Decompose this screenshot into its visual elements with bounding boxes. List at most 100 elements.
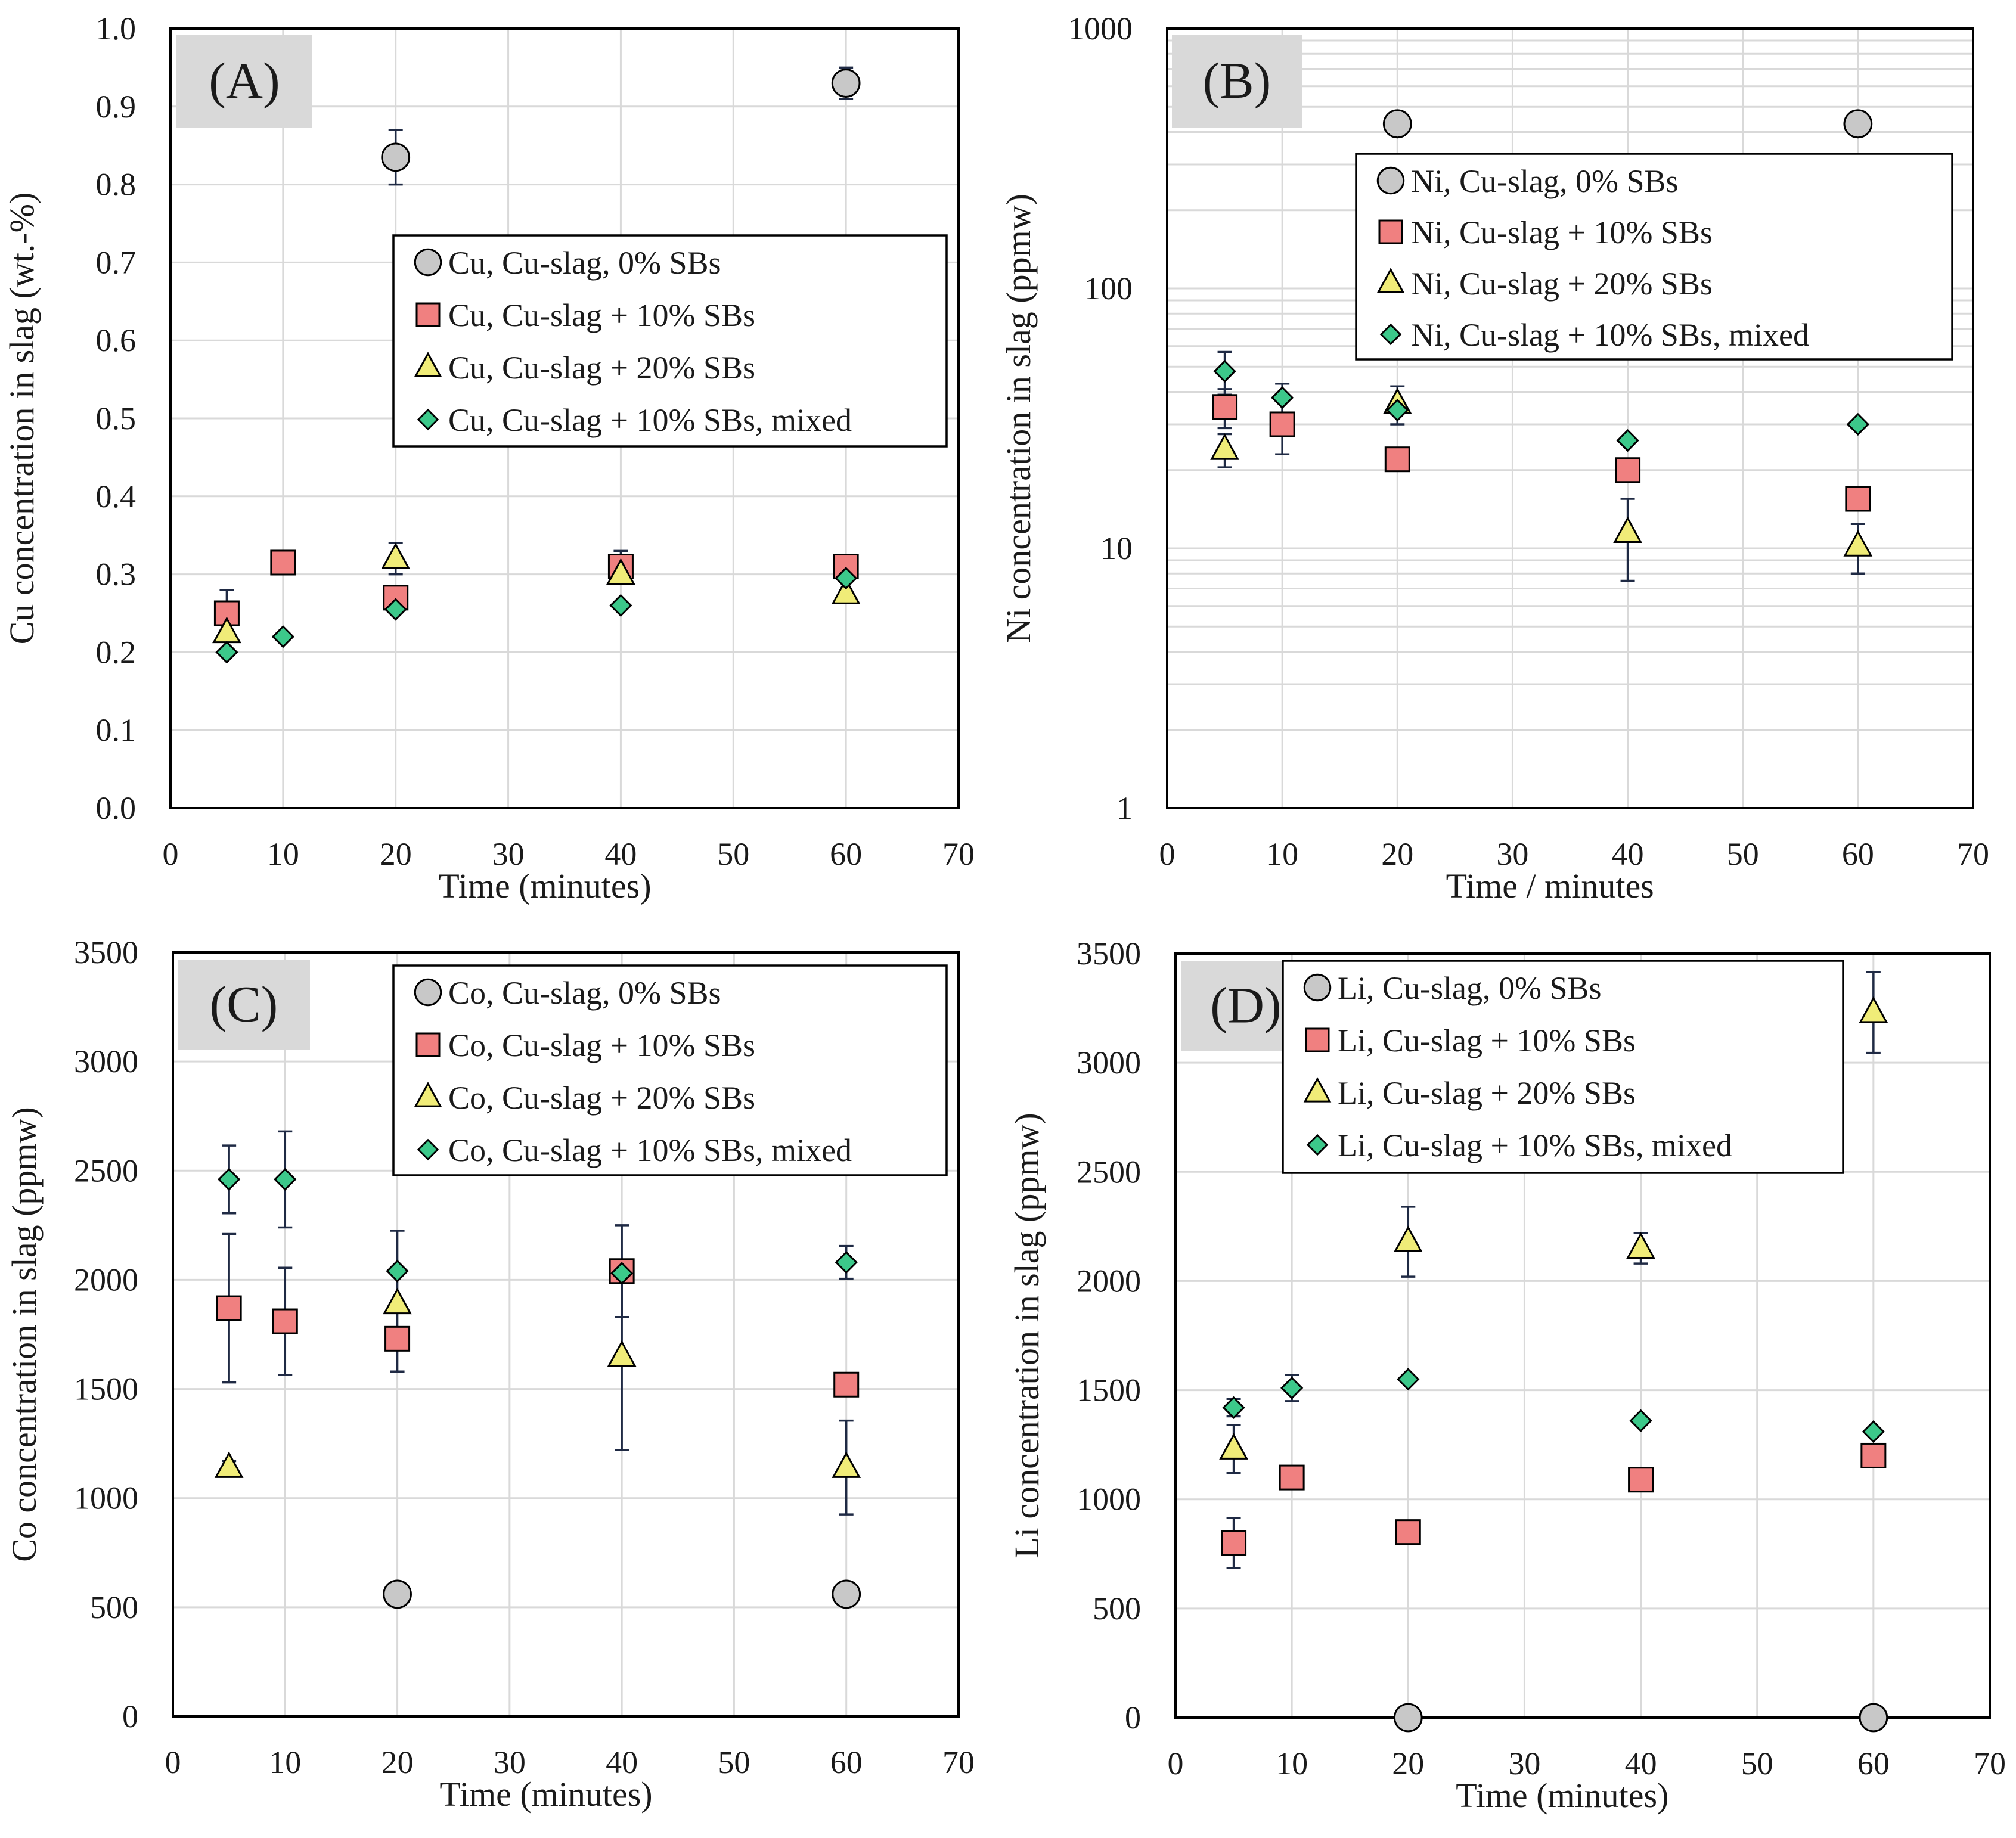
data-point-square [833, 1371, 860, 1398]
data-point-diamond [1862, 1420, 1885, 1443]
x-tick-label: 50 [1727, 836, 1759, 872]
legend-label: Ni, Cu-slag, 0% SBs [1411, 163, 1679, 199]
data-point-diamond [218, 1168, 241, 1191]
legend-label: Li, Cu-slag + 10% SBs, mixed [1338, 1128, 1732, 1163]
panel-label: (A) [209, 52, 280, 109]
data-point-diamond [835, 1251, 858, 1274]
y-axis-title: Co concentration in slag (ppmw) [5, 1107, 44, 1562]
data-point-diamond [835, 567, 858, 590]
data-point-triangle [1613, 516, 1642, 543]
legend-label: Co, Cu-slag + 10% SBs [448, 1027, 755, 1063]
y-tick-label: 2500 [74, 1153, 138, 1188]
data-point-triangle [606, 558, 635, 585]
x-tick-label: 30 [1496, 836, 1528, 872]
x-tick-label: 0 [1168, 1746, 1184, 1781]
panel-label-box [176, 35, 312, 128]
data-point-triangle [1859, 996, 1888, 1023]
y-tick-label: 0.6 [96, 322, 137, 358]
y-axis-title: Li concentration in slag (ppmw) [1007, 1113, 1046, 1558]
x-tick-label: 20 [1392, 1746, 1424, 1781]
legend-box [1282, 960, 1844, 1174]
data-point-square [1628, 1467, 1654, 1493]
y-tick-label: 2000 [1077, 1263, 1141, 1299]
legend: Ni, Cu-slag, 0% SBs Ni, Cu-slag + 10% SBs… [1355, 153, 1953, 361]
data-point-square [1212, 394, 1238, 420]
data-point-square [1269, 411, 1295, 437]
legend-label: Ni, Cu-slag + 20% SBs [1411, 266, 1713, 302]
y-axis-title: Ni concentration in slag (ppmw) [999, 194, 1038, 643]
data-point-triangle [831, 578, 861, 604]
y-tick-label: 500 [90, 1589, 138, 1625]
data-point-circle [831, 69, 861, 98]
x-axis-title: Time (minutes) [439, 1775, 652, 1814]
data-point-triangle [1393, 1225, 1423, 1252]
y-tick-label: 3000 [74, 1044, 138, 1079]
x-tick-label: 60 [1842, 836, 1874, 872]
legend-box [392, 964, 948, 1176]
data-point-square [1221, 1530, 1247, 1556]
data-point-diamond [1271, 386, 1294, 409]
x-tick-label: 20 [1381, 836, 1413, 872]
x-tick-label: 30 [492, 836, 525, 872]
y-tick-label: 0 [122, 1699, 138, 1734]
data-point-diamond [1213, 359, 1236, 383]
legend-box [1355, 153, 1953, 361]
y-tick-label: 1000 [1077, 1482, 1141, 1517]
legend-box [392, 234, 948, 448]
panel-a: (A) 0 10 20 30 40 50 60 70 0.00.10.20.30.40.50.… [2, 11, 975, 905]
y-tick-labels: 0 500 1000 1500 2000 2500 3000 3500 [1077, 936, 1141, 1735]
data-point-square [1395, 1519, 1421, 1545]
y-tick-label: 0.1 [96, 712, 137, 748]
legend-label: Co, Cu-slag + 20% SBs [448, 1080, 755, 1116]
legend-label: Li, Cu-slag + 20% SBs [1338, 1075, 1636, 1111]
legend-label: Cu, Cu-slag + 20% SBs [448, 350, 755, 386]
x-tick-label: 20 [382, 1744, 414, 1780]
legend-swatch-square [1378, 219, 1403, 244]
x-tick-label: 60 [1857, 1746, 1890, 1781]
legend-label: Cu, Cu-slag + 10% SBs [448, 297, 755, 333]
y-tick-labels: 1 10 100 1000 [1068, 11, 1133, 826]
y-tick-label: 0.3 [96, 557, 137, 592]
data-point-diamond [1846, 412, 1869, 436]
legend: Cu, Cu-slag, 0% SBs Cu, Cu-slag + 10% SBs… [392, 234, 948, 448]
data-point-square [272, 1308, 298, 1334]
y-tick-label: 2000 [74, 1262, 138, 1297]
data-point-diamond [1222, 1396, 1245, 1419]
y-tick-label: 0.2 [96, 634, 137, 670]
legend-swatch-circle [1303, 973, 1332, 1002]
x-axis-title: Time / minutes [1446, 867, 1654, 905]
y-tick-label: 500 [1093, 1591, 1141, 1626]
plot-frame [1166, 27, 1974, 809]
legend: Co, Cu-slag, 0% SBs Co, Cu-slag + 10% SBs… [392, 964, 948, 1176]
x-tick-label: 50 [718, 1744, 750, 1780]
legend-label: Ni, Cu-slag + 10% SBs, mixed [1411, 317, 1809, 353]
data-point-circle [1393, 1703, 1423, 1733]
data-point-square [270, 549, 296, 576]
data-points [1210, 109, 1873, 582]
data-point-circle [1843, 109, 1873, 139]
y-tick-label: 1500 [74, 1371, 138, 1407]
legend-swatch-circle [414, 978, 442, 1007]
legend-swatch-square [415, 302, 441, 327]
y-tick-label: 0.0 [96, 790, 137, 826]
legend-swatch-triangle [414, 352, 442, 377]
panel-label: (D) [1210, 976, 1281, 1033]
x-tick-label: 50 [1741, 1746, 1773, 1781]
x-tick-label: 50 [717, 836, 749, 872]
y-tick-label: 1 [1116, 790, 1133, 826]
y-tick-label: 1000 [1068, 11, 1133, 46]
y-tick-labels: 0 500 1000 1500 2000 2500 3000 3500 [74, 934, 138, 1734]
legend-label: Cu, Cu-slag, 0% SBs [448, 245, 721, 281]
data-point-triangle [1219, 1433, 1248, 1460]
x-tick-label: 10 [269, 1744, 301, 1780]
x-tick-labels: 0 10 20 30 40 50 60 70 [165, 1744, 975, 1780]
data-points [214, 1130, 861, 1609]
y-tick-labels: 0.0 0.1 0.2 0.3 0.4 0.5 0.6 0.7 0.8 0.9 1.0 [96, 11, 137, 826]
legend-label: Ni, Cu-slag + 10% SBs [1411, 215, 1713, 250]
x-tick-label: 10 [1276, 1746, 1308, 1781]
legend-swatch-triangle [414, 1082, 442, 1107]
legend-swatch-square [415, 1032, 441, 1057]
x-tick-label: 40 [604, 836, 637, 872]
data-point-diamond [1386, 399, 1409, 422]
data-point-diamond [610, 1262, 634, 1285]
